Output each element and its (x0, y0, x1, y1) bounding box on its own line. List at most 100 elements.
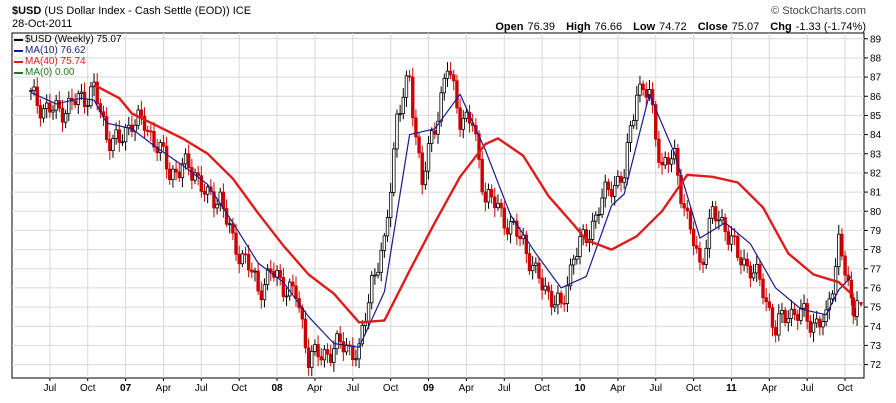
price-bar-body (395, 113, 399, 150)
ma10-line (30, 91, 852, 348)
price-bar-body (86, 105, 90, 108)
price-bar-body (281, 277, 286, 297)
price-bar-body (177, 171, 181, 179)
price-bar-body (433, 130, 437, 135)
price-bar-body (780, 309, 784, 315)
x-tick-label: Apr (156, 383, 172, 394)
y-tick-label: 72 (870, 360, 882, 371)
y-tick-label: 76 (870, 283, 882, 294)
price-bar-body (568, 264, 573, 287)
price-bar-body (420, 152, 424, 186)
price-bar-body (57, 100, 62, 109)
price-bar-body (565, 285, 570, 304)
price-bar-body (799, 307, 803, 321)
y-tick-label: 73 (870, 341, 882, 352)
price-bar-body (745, 258, 749, 267)
legend-swatch-ma10 (14, 49, 23, 52)
y-tick-label: 78 (870, 245, 882, 256)
price-bar-body (515, 220, 519, 237)
price-bar-body (534, 262, 538, 266)
price-bar-body (325, 349, 330, 355)
price-bar-body (158, 142, 163, 154)
price-bar-body (79, 91, 84, 94)
x-tick-label: Apr (307, 383, 323, 394)
price-bar-body (647, 89, 652, 98)
price-bar-body (145, 130, 150, 132)
ohlc-readout: Open 76.39 High 76.66 Low 74.72 Close 75.07 … (487, 21, 866, 33)
price-bar-body (234, 232, 238, 255)
chg-label: Chg (770, 21, 792, 33)
price-bar-body (398, 113, 402, 116)
price-bar-body (256, 270, 260, 292)
price-bar-body (436, 120, 440, 135)
price-bar-body (335, 333, 339, 350)
price-bar-body (695, 245, 699, 249)
price-bar-body (265, 268, 270, 286)
price-bar-body (338, 333, 342, 343)
y-tick-label: 88 (870, 53, 882, 64)
x-tick-label: 07 (120, 383, 132, 394)
price-bar-body (161, 142, 166, 147)
price-bar-body (742, 258, 746, 266)
x-tick-label: Jul (195, 383, 208, 394)
price-bar-body (559, 292, 563, 304)
price-bar-body (761, 278, 765, 299)
x-tick-label: Oct (383, 383, 399, 394)
price-bar-body (417, 136, 421, 154)
price-bar-body (445, 70, 450, 79)
x-tick-label: 10 (574, 383, 586, 394)
price-bar-body (426, 143, 431, 172)
symbol-label: $USD (12, 5, 42, 17)
price-bar-body (379, 249, 383, 273)
date-label: 28-Oct-2011 (12, 18, 73, 30)
price-bar-body (802, 303, 806, 309)
x-tick-label: 08 (272, 383, 284, 394)
price-bar-body (388, 192, 393, 219)
price-bar-body (89, 86, 93, 107)
price-bar-body (319, 356, 323, 361)
price-bar-body (698, 247, 702, 263)
legend-swatch-price (14, 38, 23, 41)
y-tick-label: 81 (870, 188, 882, 199)
price-bar-body (212, 191, 216, 209)
price-bar-body (527, 253, 532, 272)
price-bar-body (114, 129, 118, 139)
price-bar-body (243, 253, 248, 256)
price-bar-body (370, 275, 374, 304)
price-bar-body (139, 109, 144, 117)
price-bar-body (783, 309, 787, 323)
price-bar-body (524, 234, 529, 255)
price-bar-body (111, 138, 115, 151)
x-tick-label: Oct (686, 383, 702, 394)
price-bar-body (360, 325, 364, 345)
last-price-arrow (859, 302, 863, 308)
legend-item-price: $USD (Weekly) 75.07 (14, 34, 122, 45)
price-bar-body (259, 290, 263, 301)
price-bar-body (108, 139, 112, 151)
legend-item-ma0: MA(0) 0.00 (14, 67, 74, 78)
price-bar-body (104, 116, 109, 140)
price-bar-body (123, 127, 128, 143)
price-bar-body (546, 285, 551, 292)
exchange-label: ICE (232, 5, 252, 17)
price-bar-body (493, 196, 497, 209)
price-bar-body (641, 83, 645, 90)
price-bar-body (739, 257, 743, 266)
price-bar-body (644, 89, 648, 98)
price-bar-body (814, 318, 819, 324)
copyright-label[interactable]: © StockCharts.com (771, 5, 866, 17)
legend-swatch-ma40 (14, 60, 23, 63)
price-bar-body (373, 274, 377, 277)
price-bar-body (609, 189, 614, 197)
plot-area (11, 32, 865, 379)
price-bar-body (732, 235, 737, 238)
price-bar-body (48, 102, 52, 113)
x-tick-label: Apr (459, 383, 475, 394)
price-bar-body (717, 219, 721, 222)
price-bar-body (480, 158, 484, 193)
ma40-line (93, 83, 853, 324)
price-bar-body (199, 175, 204, 192)
price-bar-body (660, 162, 664, 166)
x-tick-label: Oct (534, 383, 550, 394)
price-bar-body (669, 158, 674, 165)
